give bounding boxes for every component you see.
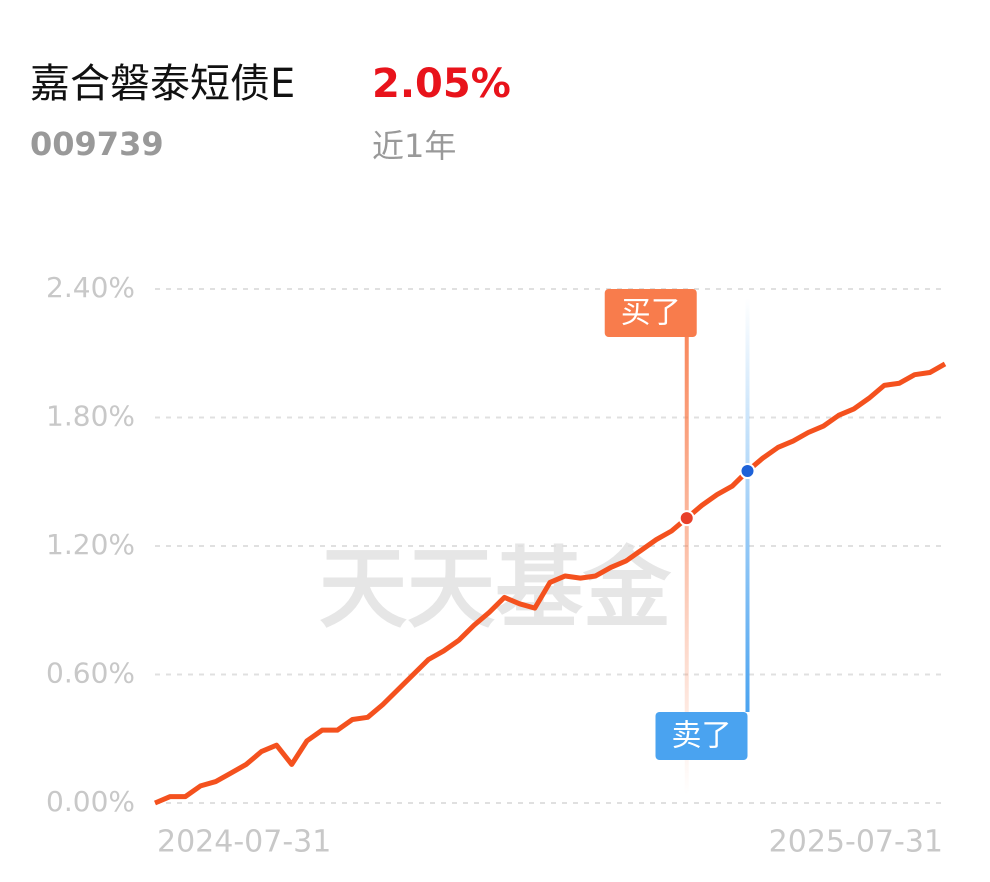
marker-dot xyxy=(678,510,695,527)
y-tick-label: 1.80% xyxy=(46,400,135,433)
marker-label: 买了 xyxy=(621,296,681,331)
marker-stem xyxy=(745,298,750,712)
return: 2.05% xyxy=(372,61,511,107)
watermark: 天天基金 xyxy=(319,537,672,640)
fund-code: 009739 xyxy=(30,125,164,163)
marker-stem xyxy=(684,289,689,795)
y-tick-label: 2.40% xyxy=(46,271,135,304)
period: 近1年 xyxy=(372,127,456,165)
marker-tag xyxy=(655,712,748,760)
marker-dot xyxy=(739,463,756,480)
line xyxy=(154,361,947,806)
x-tick-label: 2025-07-31 xyxy=(769,825,943,860)
x-tick-label: 2024-07-31 xyxy=(157,825,331,860)
y-tick-label: 0.00% xyxy=(46,785,135,818)
fund-name: 嘉合磐泰短债E xyxy=(30,61,295,107)
y-tick-label: 1.20% xyxy=(46,528,135,561)
marker-label: 卖了 xyxy=(672,719,732,754)
marker-tag xyxy=(604,289,697,337)
y-tick-label: 0.60% xyxy=(46,657,135,690)
